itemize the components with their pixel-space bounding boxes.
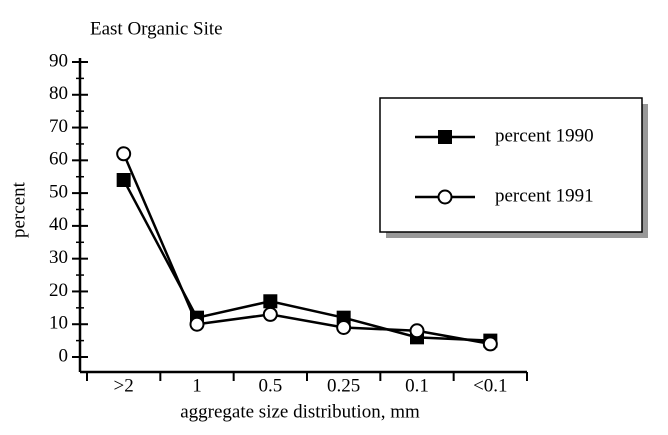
legend-label: percent 1990 bbox=[495, 125, 594, 146]
legend-marker bbox=[438, 130, 452, 144]
x-tick-label: 0.5 bbox=[258, 375, 282, 396]
y-tick-label: 60 bbox=[49, 149, 68, 170]
legend-box bbox=[379, 97, 643, 233]
legend-label: percent 1991 bbox=[495, 185, 594, 206]
marker bbox=[409, 323, 425, 339]
y-tick-label: 40 bbox=[49, 214, 68, 235]
x-axis-label: aggregate size distribution, mm bbox=[180, 401, 420, 422]
y-tick-label: 0 bbox=[59, 345, 69, 366]
x-tick-label: 0.25 bbox=[327, 375, 360, 396]
y-tick-label: 30 bbox=[49, 247, 68, 268]
marker bbox=[482, 336, 498, 352]
y-tick-label: 90 bbox=[49, 50, 68, 71]
marker bbox=[116, 173, 131, 187]
y-tick-label: 80 bbox=[49, 83, 68, 104]
chart-title: East Organic Site bbox=[90, 18, 223, 39]
marker bbox=[336, 320, 352, 335]
marker bbox=[116, 146, 132, 162]
marker bbox=[189, 316, 205, 332]
y-axis-label: percent bbox=[8, 181, 29, 238]
marker bbox=[263, 294, 278, 309]
x-tick-label: 1 bbox=[192, 375, 202, 396]
y-tick-label: 20 bbox=[49, 280, 68, 301]
x-tick-label: <0.1 bbox=[473, 375, 507, 396]
y-tick-label: 50 bbox=[49, 181, 68, 202]
y-tick-label: 70 bbox=[49, 116, 68, 137]
x-tick-label: >2 bbox=[114, 375, 134, 396]
y-tick-label: 10 bbox=[49, 313, 68, 334]
series-line bbox=[122, 153, 491, 346]
legend-marker bbox=[437, 189, 453, 205]
x-tick-label: 0.1 bbox=[405, 375, 429, 396]
marker bbox=[262, 306, 278, 322]
